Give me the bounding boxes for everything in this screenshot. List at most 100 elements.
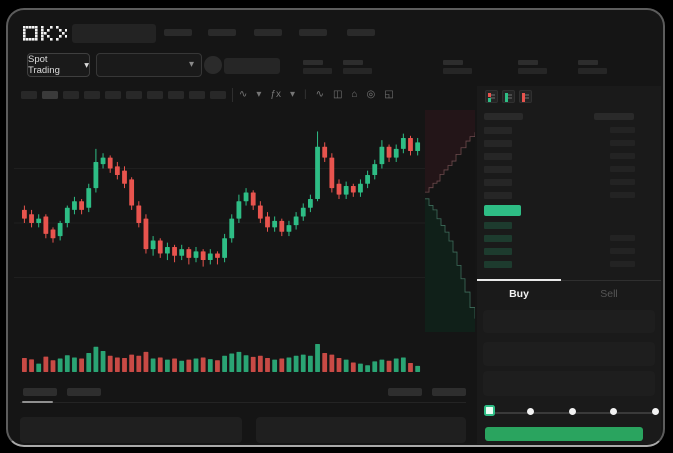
- interval-button[interactable]: [21, 91, 37, 99]
- compare-icon[interactable]: ∿: [315, 88, 325, 100]
- settings-icon[interactable]: ◎: [366, 88, 376, 100]
- interval-button[interactable]: [189, 91, 205, 99]
- ask-row-price[interactable]: [484, 192, 512, 199]
- interval-button[interactable]: [105, 91, 121, 99]
- interval-button[interactable]: [63, 91, 79, 99]
- buy-submit-button[interactable]: [485, 427, 643, 441]
- stat-label-placeholder: [343, 60, 363, 65]
- bid-row-price[interactable]: [484, 222, 512, 229]
- bid-row-amount: [610, 261, 635, 267]
- interval-button[interactable]: [147, 91, 163, 99]
- placeholder-line: [524, 97, 529, 99]
- stat-value-placeholder: [518, 68, 547, 74]
- chevron-down-icon: ▾: [84, 59, 89, 71]
- stat-label-placeholder: [578, 60, 598, 65]
- slider-stop[interactable]: [527, 408, 534, 415]
- order-input-field[interactable]: [483, 310, 655, 333]
- camera-icon[interactable]: ⌂: [351, 88, 358, 100]
- ask-row-amount: [610, 179, 635, 185]
- bid-row-price[interactable]: [484, 235, 512, 242]
- interval-button[interactable]: [168, 91, 184, 99]
- placeholder-line: [524, 94, 529, 96]
- ask-row-price[interactable]: [484, 127, 512, 134]
- market-type-label: Spot Trading: [28, 54, 60, 76]
- ask-row-amount: [610, 166, 635, 172]
- ask-row-price[interactable]: [484, 179, 512, 186]
- bottom-tab-placeholder[interactable]: [23, 388, 57, 396]
- order-book-amount-header: [594, 113, 634, 120]
- placeholder-line: [507, 94, 512, 96]
- indicators-chevron-icon[interactable]: ▾: [289, 88, 296, 100]
- slider-stop[interactable]: [568, 408, 576, 415]
- depth-thumbnail: [425, 110, 476, 332]
- nav-item-placeholder[interactable]: [299, 29, 327, 36]
- last-price-badge[interactable]: [484, 205, 521, 216]
- volume-chart: [22, 344, 421, 372]
- indicators-icon[interactable]: ƒx: [270, 88, 281, 100]
- layout-icon[interactable]: ◫: [333, 88, 343, 100]
- market-type-selector[interactable]: Spot Trading ▾: [27, 53, 90, 77]
- book-mode-asks-icon[interactable]: [519, 90, 532, 103]
- nav-item-placeholder[interactable]: [164, 29, 192, 36]
- pair-dropdown[interactable]: ▾: [96, 53, 202, 77]
- ask-row-amount: [610, 127, 635, 133]
- bid-row-price[interactable]: [484, 261, 512, 268]
- placeholder-line: [507, 97, 512, 99]
- nav-item-placeholder[interactable]: [208, 29, 236, 36]
- slider-stop[interactable]: [610, 408, 617, 415]
- ask-row-price[interactable]: [484, 140, 512, 147]
- interval-button[interactable]: [210, 91, 226, 99]
- nav-item-placeholder[interactable]: [347, 29, 375, 36]
- interval-button[interactable]: [42, 91, 58, 99]
- book-mode-both-icon[interactable]: [485, 90, 498, 103]
- nav-item-placeholder[interactable]: [254, 29, 282, 36]
- order-input-field[interactable]: [483, 342, 655, 366]
- active-tab-indicator: [477, 279, 561, 281]
- chart-type-icon[interactable]: ∿: [239, 88, 248, 100]
- order-input-field[interactable]: [483, 371, 655, 396]
- interval-button[interactable]: [84, 91, 100, 99]
- trade-tabs-divider: [477, 280, 661, 281]
- toolbar-divider: [232, 88, 233, 102]
- stat-label-placeholder: [303, 60, 323, 65]
- bottom-action-placeholder[interactable]: [388, 388, 422, 396]
- ask-row-price[interactable]: [484, 153, 512, 160]
- stat-label-placeholder: [518, 60, 538, 65]
- stat-value-placeholder: [443, 68, 472, 74]
- bottom-panel-placeholder: [256, 417, 466, 443]
- ask-row-price[interactable]: [484, 166, 512, 173]
- ask-row-amount: [610, 140, 635, 146]
- book-mode-bids-icon[interactable]: [502, 90, 515, 103]
- fullscreen-icon[interactable]: ◱: [384, 88, 394, 100]
- stat-label-placeholder: [443, 60, 463, 65]
- bottom-action-placeholder[interactable]: [432, 388, 466, 396]
- bottom-panel-placeholder: [20, 417, 242, 443]
- order-book-price-header: [484, 113, 523, 120]
- stat-value-placeholder: [578, 68, 607, 74]
- ticker-stat-pair: [518, 60, 548, 76]
- okx-logo[interactable]: [23, 25, 71, 42]
- bid-row-price[interactable]: [484, 248, 512, 255]
- tab-sell[interactable]: Sell: [600, 288, 618, 300]
- ask-row-amount: [610, 153, 635, 159]
- order-book-mode-switcher: [485, 90, 532, 103]
- placeholder-line: [490, 97, 495, 99]
- tab-buy[interactable]: Buy: [509, 288, 529, 300]
- placeholder-line: [490, 94, 495, 96]
- interval-button[interactable]: [126, 91, 142, 99]
- chart-toolbar-icons: ∿ ▾ ƒx ▾ | ∿ ◫ ⌂ ◎ ◱: [239, 86, 394, 102]
- slider-handle[interactable]: [484, 405, 495, 416]
- mode-color-mark: [505, 93, 508, 102]
- bid-row-amount: [610, 235, 635, 241]
- chart-type-chevron-icon[interactable]: ▾: [256, 88, 262, 100]
- bid-row-amount: [610, 248, 635, 254]
- pair-coin-icon: [204, 56, 222, 74]
- ask-row-amount: [610, 192, 635, 198]
- ticker-stat-pair: [303, 60, 333, 76]
- mode-color-mark: [488, 98, 491, 102]
- slider-stop[interactable]: [651, 408, 659, 415]
- bottom-tab-placeholder[interactable]: [67, 388, 101, 396]
- stat-value-placeholder: [303, 68, 332, 74]
- candlestick-chart: [14, 131, 474, 278]
